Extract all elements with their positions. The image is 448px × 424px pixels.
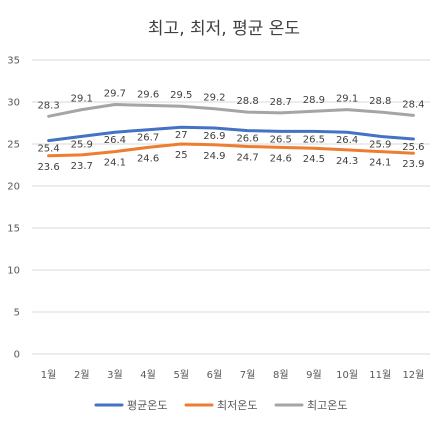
data-label: 29.1 <box>336 94 358 105</box>
x-tick-label: 10월 <box>336 369 358 381</box>
data-label: 24.6 <box>270 153 292 164</box>
data-label: 26.9 <box>203 131 225 142</box>
x-tick-label: 5월 <box>173 369 189 381</box>
data-label: 28.9 <box>303 95 325 106</box>
x-axis: 1월 2월 3월 4월 5월 6월 7월 8월 9월 10월 11월 12월 <box>41 369 425 381</box>
data-label: 26.5 <box>303 134 325 145</box>
data-label: 24.1 <box>369 158 391 169</box>
legend-label: 최저온도 <box>217 399 257 412</box>
data-label: 28.3 <box>37 100 59 111</box>
y-tick-label: 15 <box>7 224 20 235</box>
y-tick-label: 20 <box>7 182 20 193</box>
data-label: 24.7 <box>236 153 258 164</box>
data-label: 27 <box>175 130 188 141</box>
x-tick-label: 1월 <box>41 369 57 381</box>
x-tick-label: 2월 <box>74 369 90 381</box>
x-tick-label: 9월 <box>306 369 322 381</box>
data-label: 26.4 <box>104 135 126 146</box>
chart-title: 최고, 최저, 평균 온도 <box>148 19 300 39</box>
data-label: 25 <box>175 150 188 161</box>
data-label: 24.6 <box>137 153 159 164</box>
x-tick-label: 6월 <box>207 369 223 381</box>
y-tick-label: 5 <box>14 308 20 319</box>
data-label: 28.4 <box>402 99 424 110</box>
data-label: 24.9 <box>203 151 225 162</box>
data-label: 23.7 <box>71 161 93 172</box>
data-label: 23.6 <box>37 162 59 173</box>
data-label: 24.5 <box>303 154 325 165</box>
y-tick-label: 10 <box>7 266 20 277</box>
series-line-0 <box>47 125 415 143</box>
gridlines <box>32 59 430 355</box>
data-labels: 25.4 25.9 26.4 26.7 27 26.9 26.6 26.5 26.5 26.4 25… <box>37 89 424 173</box>
x-tick-label: 8월 <box>273 369 289 381</box>
data-label: 28.7 <box>270 97 292 108</box>
data-label: 25.9 <box>71 139 93 150</box>
data-label: 26.4 <box>336 135 358 146</box>
series-lines <box>47 103 415 158</box>
data-label: 29.7 <box>104 89 126 100</box>
x-tick-label: 12월 <box>402 369 424 381</box>
y-tick-label: 30 <box>7 98 20 109</box>
data-label: 26.6 <box>236 134 258 145</box>
y-axis: 0 5 10 15 20 25 30 35 <box>7 56 20 361</box>
data-label: 26.5 <box>270 134 292 145</box>
data-label: 24.3 <box>336 156 358 167</box>
legend-label: 평균온도 <box>127 399 167 412</box>
series-line-2 <box>47 103 415 118</box>
data-label: 25.9 <box>369 139 391 150</box>
x-tick-label: 11월 <box>369 369 391 381</box>
data-label: 24.1 <box>104 158 126 169</box>
data-label: 26.7 <box>137 133 159 144</box>
x-tick-label: 7월 <box>240 369 256 381</box>
legend-label: 최고온도 <box>307 399 347 412</box>
x-tick-label: 3월 <box>107 369 123 381</box>
data-label: 28.8 <box>236 96 258 107</box>
data-label: 29.6 <box>137 89 159 100</box>
y-tick-label: 25 <box>7 140 20 151</box>
y-tick-label: 0 <box>14 350 20 361</box>
y-tick-label: 35 <box>7 56 20 67</box>
data-label: 29.2 <box>203 93 225 104</box>
data-label: 25.4 <box>37 144 59 155</box>
data-label: 29.5 <box>170 90 192 101</box>
legend: 평균온도 최저온도 최고온도 <box>94 399 347 412</box>
data-label: 25.6 <box>402 142 424 153</box>
series-line-1 <box>47 142 415 158</box>
data-label: 28.8 <box>369 96 391 107</box>
data-label: 29.1 <box>71 94 93 105</box>
data-label: 23.9 <box>402 159 424 170</box>
x-tick-label: 4월 <box>140 369 156 381</box>
